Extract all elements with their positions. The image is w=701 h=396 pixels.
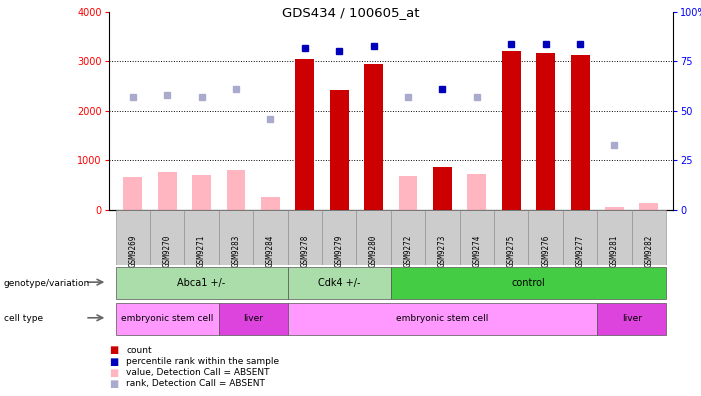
Bar <box>329 90 348 210</box>
Bar <box>150 210 184 265</box>
Bar <box>391 210 426 265</box>
Bar <box>563 210 597 265</box>
Text: percentile rank within the sample: percentile rank within the sample <box>126 357 279 366</box>
Bar <box>116 267 287 299</box>
Bar <box>116 303 219 335</box>
Text: Abca1 +/-: Abca1 +/- <box>177 278 226 288</box>
Bar <box>219 303 287 335</box>
Bar <box>184 210 219 265</box>
Bar <box>295 59 314 210</box>
Bar <box>502 51 521 210</box>
Bar <box>219 210 253 265</box>
Text: GSM9279: GSM9279 <box>334 235 343 267</box>
Bar <box>639 204 658 210</box>
Bar <box>226 170 245 210</box>
Bar <box>426 210 460 265</box>
Bar <box>123 177 142 210</box>
Text: GSM9273: GSM9273 <box>438 235 447 267</box>
Text: ■: ■ <box>109 345 118 356</box>
Bar <box>192 175 211 210</box>
Text: embryonic stem cell: embryonic stem cell <box>396 314 489 323</box>
Text: ■: ■ <box>109 379 118 389</box>
Bar <box>287 303 597 335</box>
Bar <box>433 167 452 210</box>
Text: genotype/variation: genotype/variation <box>4 279 90 287</box>
Text: GSM9275: GSM9275 <box>507 235 516 267</box>
Text: GSM9284: GSM9284 <box>266 235 275 267</box>
Text: count: count <box>126 346 152 355</box>
Text: GSM9281: GSM9281 <box>610 235 619 267</box>
Bar <box>364 64 383 210</box>
Bar <box>529 210 563 265</box>
Bar <box>536 53 555 210</box>
Text: ■: ■ <box>109 356 118 367</box>
Bar <box>116 210 150 265</box>
Text: GDS434 / 100605_at: GDS434 / 100605_at <box>282 6 419 19</box>
Bar <box>632 210 666 265</box>
Text: Cdk4 +/-: Cdk4 +/- <box>318 278 360 288</box>
Text: ■: ■ <box>109 367 118 378</box>
Text: embryonic stem cell: embryonic stem cell <box>121 314 213 323</box>
Bar <box>287 210 322 265</box>
Text: liver: liver <box>622 314 641 323</box>
Bar <box>158 172 177 210</box>
Bar <box>356 210 391 265</box>
Text: rank, Detection Call = ABSENT: rank, Detection Call = ABSENT <box>126 379 265 388</box>
Text: value, Detection Call = ABSENT: value, Detection Call = ABSENT <box>126 368 270 377</box>
Bar <box>253 210 287 265</box>
Text: GSM9280: GSM9280 <box>369 235 378 267</box>
Text: GSM9270: GSM9270 <box>163 235 172 267</box>
Bar <box>468 174 486 210</box>
Bar <box>597 303 666 335</box>
Text: GSM9278: GSM9278 <box>300 235 309 267</box>
Text: GSM9271: GSM9271 <box>197 235 206 267</box>
Bar <box>460 210 494 265</box>
Text: GSM9282: GSM9282 <box>644 235 653 267</box>
Bar <box>597 210 632 265</box>
Bar <box>322 210 356 265</box>
Bar <box>261 196 280 210</box>
Bar <box>494 210 529 265</box>
Text: GSM9277: GSM9277 <box>576 235 585 267</box>
Bar <box>391 267 666 299</box>
Text: control: control <box>512 278 545 288</box>
Text: GSM9283: GSM9283 <box>231 235 240 267</box>
Text: GSM9269: GSM9269 <box>128 235 137 267</box>
Text: GSM9276: GSM9276 <box>541 235 550 267</box>
Text: cell type: cell type <box>4 314 43 323</box>
Bar <box>399 176 418 210</box>
Bar <box>605 207 624 210</box>
Text: GSM9272: GSM9272 <box>404 235 412 267</box>
Bar <box>287 267 391 299</box>
Text: GSM9274: GSM9274 <box>472 235 482 267</box>
Bar <box>571 55 590 210</box>
Text: liver: liver <box>243 314 263 323</box>
